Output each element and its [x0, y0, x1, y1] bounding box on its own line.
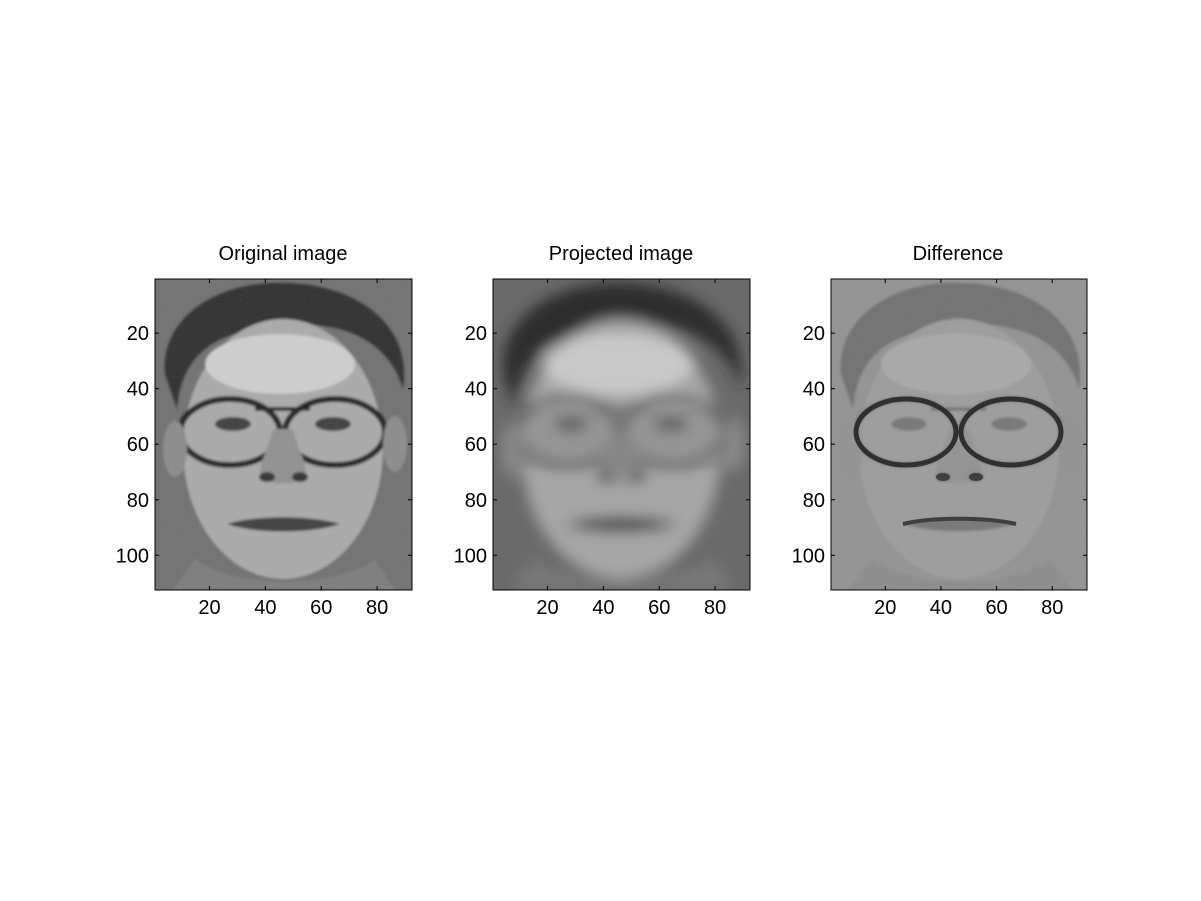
x-tick-label: 40 — [592, 597, 614, 619]
y-tick-label: 100 — [454, 545, 487, 567]
y-tick-label: 40 — [127, 379, 149, 401]
y-tick-label: 60 — [803, 434, 825, 456]
x-tick-label: 60 — [310, 597, 332, 619]
y-tick-label: 40 — [803, 379, 825, 401]
y-tick-label: 60 — [127, 434, 149, 456]
y-tick-label: 100 — [116, 545, 149, 567]
y-tick-label: 40 — [465, 379, 487, 401]
x-tick-label: 40 — [254, 597, 276, 619]
y-tick-label: 60 — [465, 434, 487, 456]
x-tick-label: 80 — [1041, 597, 1063, 619]
x-tick-label: 20 — [198, 597, 220, 619]
image-difference — [831, 279, 1087, 590]
x-tick-label: 60 — [985, 597, 1007, 619]
y-tick-label: 20 — [803, 323, 825, 345]
y-tick-label: 20 — [127, 323, 149, 345]
y-tick-label: 80 — [127, 490, 149, 512]
y-tick-label: 80 — [465, 490, 487, 512]
y-tick-label: 20 — [465, 323, 487, 345]
y-tick-label: 80 — [803, 490, 825, 512]
x-tick-label: 20 — [874, 597, 896, 619]
y-tick-label: 100 — [792, 545, 825, 567]
x-tick-label: 80 — [366, 597, 388, 619]
x-tick-label: 80 — [704, 597, 726, 619]
x-tick-label: 40 — [930, 597, 952, 619]
x-tick-label: 20 — [536, 597, 558, 619]
x-tick-label: 60 — [648, 597, 670, 619]
image-original — [155, 279, 412, 590]
image-projected — [493, 279, 750, 590]
